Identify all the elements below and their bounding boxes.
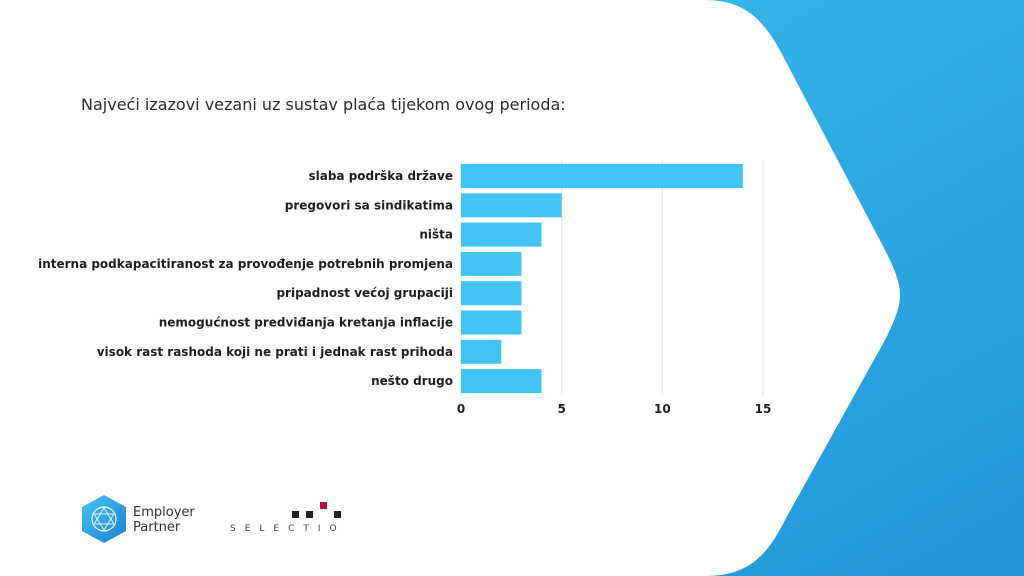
x-tick-label-5: 5 <box>557 402 565 416</box>
bar-5 <box>461 310 522 335</box>
category-label-3: interna podkapacitiranost za provođenje … <box>38 257 453 271</box>
bars <box>461 164 743 394</box>
bar-3 <box>461 251 522 276</box>
bar-2 <box>461 222 542 247</box>
category-label-7: nešto drugo <box>371 374 453 388</box>
selectio-squares-icon <box>276 502 341 520</box>
category-label-4: pripadnost većoj grupaciji <box>276 286 453 300</box>
x-axis-ticks: 0 5 10 15 <box>457 402 772 416</box>
category-label-6: visok rast rashoda koji ne prati i jedna… <box>97 345 453 359</box>
category-label-2: ništa <box>419 228 453 242</box>
x-tick-label-0: 0 <box>457 402 465 416</box>
bar-6 <box>461 339 502 364</box>
category-label-5: nemogućnost predviđanja kretanja inflaci… <box>159 316 453 330</box>
category-label-1: pregovori sa sindikatima <box>285 198 453 212</box>
employer-partner-logo-text: Employer Partner <box>133 505 195 535</box>
bar-7 <box>461 369 542 394</box>
category-labels: slaba podrška države pregovori sa sindika… <box>38 169 453 388</box>
selectio-wordmark: SELECTIO <box>230 524 346 534</box>
bar-1 <box>461 193 562 218</box>
bar-4 <box>461 281 522 306</box>
employer-partner-logo-icon <box>82 495 126 543</box>
category-label-0: slaba podrška države <box>308 169 453 183</box>
x-tick-label-15: 15 <box>755 402 772 416</box>
chart-title: Najveći izazovi vezani uz sustav plaća t… <box>81 95 566 114</box>
x-tick-label-10: 10 <box>654 402 671 416</box>
bar-0 <box>461 164 743 188</box>
selectio-logo: SELECTIO <box>228 502 348 536</box>
